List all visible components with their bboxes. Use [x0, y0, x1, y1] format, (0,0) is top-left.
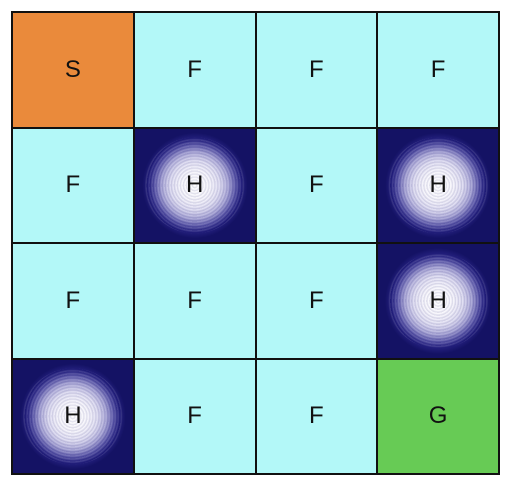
tile-label: F: [187, 286, 202, 314]
frozen-tile[interactable]: F: [256, 244, 377, 358]
tile-label: F: [309, 286, 324, 314]
frozen-tile[interactable]: F: [256, 13, 377, 127]
tile-label: F: [187, 402, 202, 430]
tile-label: F: [65, 286, 81, 314]
frozen-tile[interactable]: F: [134, 244, 255, 358]
tile-label: H: [64, 402, 82, 430]
frozen-tile[interactable]: F: [256, 128, 377, 242]
tile-label: H: [185, 171, 204, 199]
frozen-tile[interactable]: F: [256, 359, 377, 473]
tile-label: H: [429, 286, 447, 314]
tile-label: F: [309, 402, 324, 430]
start-tile[interactable]: S: [13, 13, 133, 127]
goal-tile[interactable]: G: [378, 359, 498, 473]
frozen-tile[interactable]: F: [13, 244, 133, 358]
frozen-tile[interactable]: F: [134, 13, 255, 127]
tile-label: F: [309, 171, 324, 199]
tile-label: S: [64, 55, 81, 83]
tile-label: G: [428, 402, 448, 430]
hole-tile[interactable]: H: [134, 128, 255, 242]
tile-label: H: [429, 171, 447, 199]
frozen-tile[interactable]: F: [378, 13, 498, 127]
frozen-tile[interactable]: F: [134, 359, 255, 473]
hole-tile[interactable]: H: [378, 244, 498, 358]
frozen-tile[interactable]: F: [13, 128, 133, 242]
tile-label: F: [187, 55, 202, 83]
hole-tile[interactable]: H: [378, 128, 498, 242]
tile-label: F: [65, 171, 81, 199]
game-board: S F F F F H F H F F F H H F F G: [11, 11, 500, 475]
hole-tile[interactable]: H: [13, 359, 133, 473]
tile-label: F: [430, 55, 446, 83]
tile-label: F: [309, 55, 324, 83]
